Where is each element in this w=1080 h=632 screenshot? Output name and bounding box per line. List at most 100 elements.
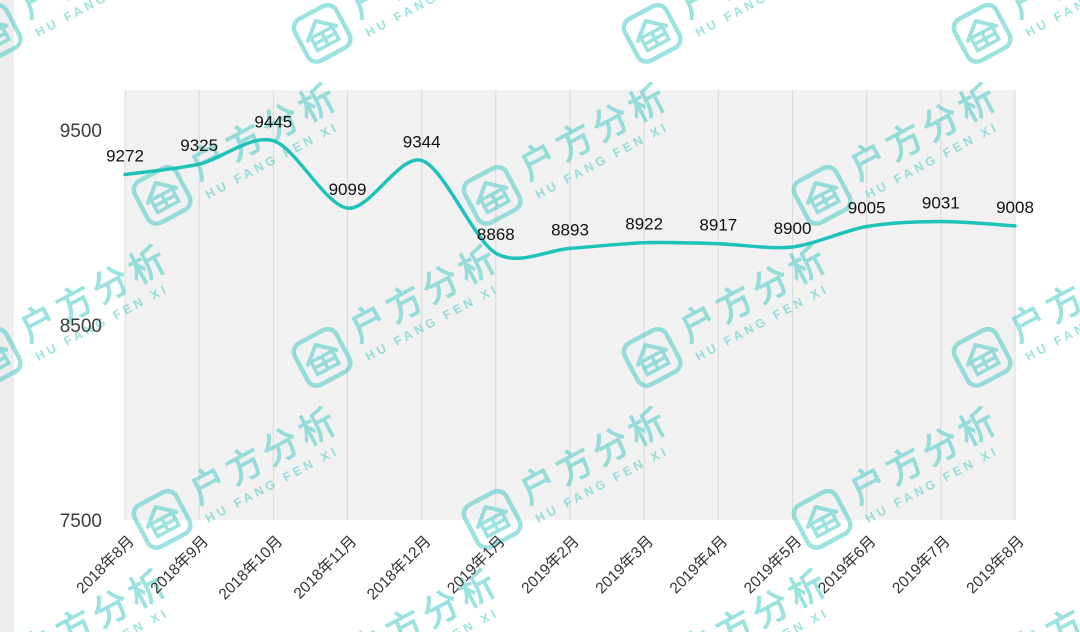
data-label: 8868 — [477, 225, 515, 244]
watermark-brand-en: HU FANG FEN XI — [1023, 281, 1080, 364]
trend-line — [123, 137, 1017, 261]
watermark-brand-en: HU FANG FEN XI — [363, 281, 502, 364]
data-label: 9272 — [106, 146, 144, 165]
brand-house-icon — [951, 3, 1013, 65]
data-label: 8900 — [774, 219, 812, 238]
brand-house-icon — [791, 165, 853, 227]
watermark-brand-zh: 户方分析 — [342, 236, 508, 350]
x-axis-label: 2018年10月 — [215, 532, 286, 603]
watermark-brand-en: HU FANG FEN XI — [203, 119, 342, 202]
watermark-brand-en: HU FANG FEN XI — [33, 281, 172, 364]
watermark-brand-en: HU FANG FEN XI — [33, 598, 184, 632]
data-label: 9344 — [403, 132, 441, 151]
x-axis-label: 2019年8月 — [963, 532, 1028, 597]
watermark-brand-zh: 户方分析 — [672, 236, 838, 350]
data-label: 8893 — [551, 220, 589, 239]
watermark-brand-en: HU FANG FEN XI — [863, 119, 1002, 202]
brand-house-icon — [621, 327, 683, 389]
watermark-brand-en: HU FANG FEN XI — [533, 119, 672, 202]
watermark-brand-zh: 户方分析 — [842, 74, 1008, 188]
watermark-brand-zh: 户方分析 — [343, 0, 507, 26]
x-axis-label: 2019年4月 — [666, 532, 731, 597]
x-axis-label: 2019年6月 — [814, 532, 879, 597]
watermark-brand-zh: 户方分析 — [13, 0, 177, 26]
watermark-brand-zh: 户方分析 — [512, 398, 678, 512]
watermark-brand-en: HU FANG FEN XI — [693, 0, 844, 40]
data-label: 9005 — [848, 199, 886, 218]
x-axis-label: 2018年12月 — [363, 532, 434, 603]
watermark-brand-en: HU FANG FEN XI — [693, 598, 844, 632]
watermark-brand-zh: 户方分析 — [342, 560, 508, 632]
x-axis-label: 2018年8月 — [73, 532, 138, 597]
watermark-brand-en: HU FANG FEN XI — [203, 443, 342, 526]
data-label: 9008 — [996, 198, 1034, 217]
left-gutter — [0, 0, 14, 632]
watermark-brand-zh: 户方分析 — [12, 236, 178, 350]
watermark-brand-zh: 户方分析 — [182, 398, 348, 512]
brand-house-icon — [131, 489, 193, 551]
watermark-brand-zh: 户方分析 — [512, 74, 678, 188]
y-axis-tick-label: 7500 — [60, 511, 102, 532]
watermark-brand-zh: 户方分析 — [182, 74, 348, 188]
y-axis-tick-label: 9500 — [60, 121, 102, 142]
plot-area — [125, 90, 1015, 520]
brand-house-icon — [791, 489, 853, 551]
data-label: 8917 — [699, 216, 737, 235]
watermark-brand-en: HU FANG FEN XI — [33, 0, 184, 40]
brand-house-icon — [951, 327, 1013, 389]
x-axis-label: 2019年3月 — [592, 532, 657, 597]
brand-house-icon — [461, 489, 523, 551]
brand-house-icon — [621, 3, 683, 65]
x-axis-label: 2018年11月 — [290, 532, 360, 602]
data-label: 9099 — [329, 180, 367, 199]
x-axis-label: 2018年9月 — [147, 532, 212, 597]
x-axis-label: 2019年2月 — [518, 532, 583, 597]
y-axis-tick-label: 8500 — [60, 316, 102, 337]
watermark-brand-en: HU FANG FEN XI — [533, 443, 672, 526]
watermark-brand-en: HU FANG FEN XI — [363, 598, 514, 632]
watermark-brand-en: HU FANG FEN XI — [863, 443, 1002, 526]
x-axis-label: 2019年5月 — [740, 532, 805, 597]
watermark-brand-zh: 户方分析 — [673, 0, 837, 26]
watermark-brand-zh: 户方分析 — [12, 560, 178, 632]
x-axis-label: 2019年7月 — [889, 532, 954, 597]
watermark-brand-en: HU FANG FEN XI — [363, 0, 514, 40]
data-label: 8922 — [625, 215, 663, 234]
watermark-brand-en: HU FANG FEN XI — [1023, 598, 1080, 632]
brand-house-icon — [461, 165, 523, 227]
brand-house-icon — [291, 327, 353, 389]
watermark-brand-zh: 户方分析 — [1002, 560, 1080, 632]
